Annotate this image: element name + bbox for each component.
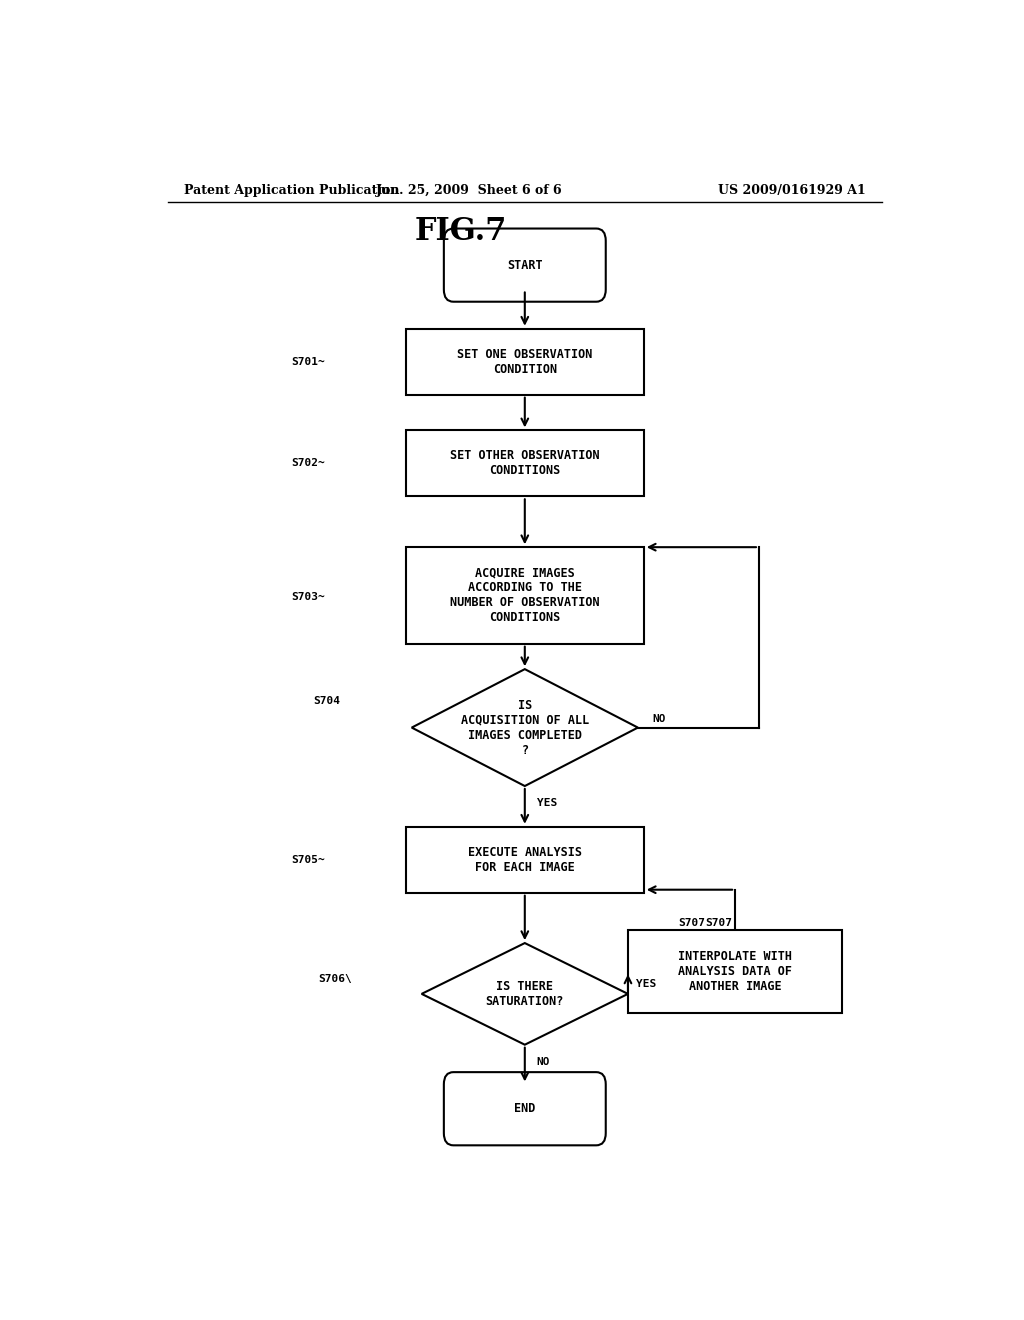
Text: Jun. 25, 2009  Sheet 6 of 6: Jun. 25, 2009 Sheet 6 of 6 — [376, 185, 562, 198]
Bar — [406, 826, 644, 892]
Text: S705~: S705~ — [291, 855, 325, 865]
Polygon shape — [422, 942, 628, 1044]
Text: SET ONE OBSERVATION
CONDITION: SET ONE OBSERVATION CONDITION — [457, 347, 593, 376]
Bar — [406, 430, 644, 496]
Bar — [628, 929, 843, 1014]
Text: YES: YES — [636, 978, 656, 989]
Text: S706\: S706\ — [318, 974, 352, 983]
Text: IS
ACQUISITION OF ALL
IMAGES COMPLETED
?: IS ACQUISITION OF ALL IMAGES COMPLETED ? — [461, 698, 589, 756]
Text: SET OTHER OBSERVATION
CONDITIONS: SET OTHER OBSERVATION CONDITIONS — [450, 449, 600, 478]
Text: ACQUIRE IMAGES
ACCORDING TO THE
NUMBER OF OBSERVATION
CONDITIONS: ACQUIRE IMAGES ACCORDING TO THE NUMBER O… — [450, 566, 600, 624]
Text: Patent Application Publication: Patent Application Publication — [183, 185, 399, 198]
Text: START: START — [507, 259, 543, 272]
Text: END: END — [514, 1102, 536, 1115]
Text: EXECUTE ANALYSIS
FOR EACH IMAGE: EXECUTE ANALYSIS FOR EACH IMAGE — [468, 846, 582, 874]
Text: YES: YES — [537, 799, 557, 808]
FancyBboxPatch shape — [443, 1072, 606, 1146]
Text: S707: S707 — [679, 917, 706, 928]
Text: NO: NO — [652, 714, 666, 725]
FancyBboxPatch shape — [443, 228, 606, 302]
Polygon shape — [412, 669, 638, 785]
Text: FIG.7: FIG.7 — [415, 216, 508, 247]
Bar — [406, 329, 644, 395]
Text: US 2009/0161929 A1: US 2009/0161929 A1 — [718, 185, 866, 198]
Text: S704: S704 — [313, 696, 341, 706]
Text: S702~: S702~ — [291, 458, 325, 469]
Text: INTERPOLATE WITH
ANALYSIS DATA OF
ANOTHER IMAGE: INTERPOLATE WITH ANALYSIS DATA OF ANOTHE… — [678, 950, 793, 993]
Text: S707: S707 — [706, 917, 733, 928]
Text: NO: NO — [537, 1057, 550, 1067]
Text: S701~: S701~ — [291, 356, 325, 367]
Text: S703~: S703~ — [291, 593, 325, 602]
Bar — [406, 548, 644, 644]
Text: IS THERE
SATURATION?: IS THERE SATURATION? — [485, 979, 564, 1008]
